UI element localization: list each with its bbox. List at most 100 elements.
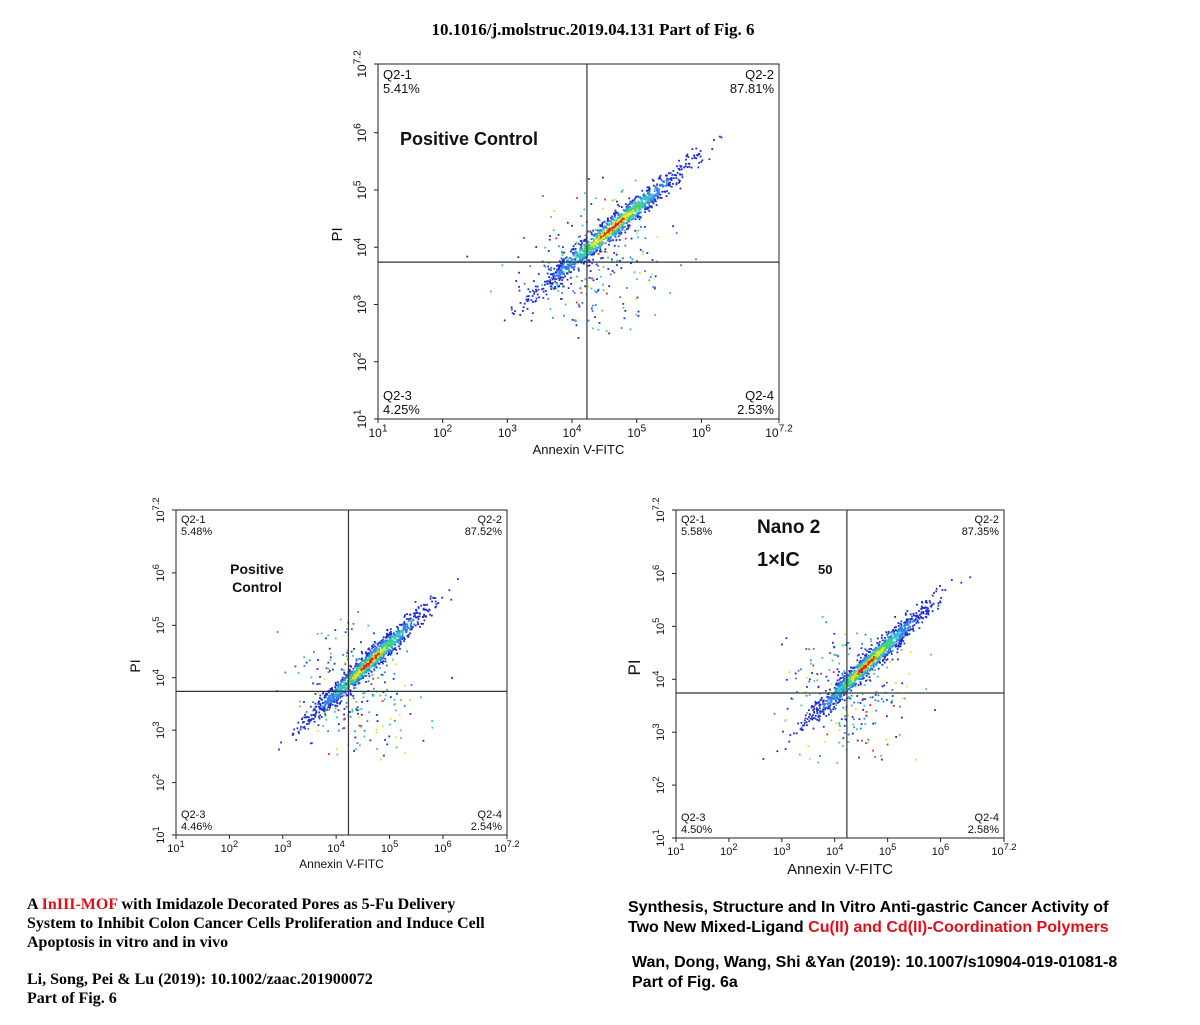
scatter-point xyxy=(628,197,631,200)
scatter-point xyxy=(856,659,859,662)
scatter-point xyxy=(580,248,583,251)
scatter-point xyxy=(665,174,667,177)
scatter-point xyxy=(360,650,363,653)
scatter-point xyxy=(358,724,361,727)
scatter-point xyxy=(881,639,884,642)
scatter-point xyxy=(605,227,608,230)
scatter-point xyxy=(935,587,938,590)
scatter-point xyxy=(590,238,593,240)
scatter-point xyxy=(361,665,364,668)
scatter-point xyxy=(322,711,325,714)
scatter-point xyxy=(863,684,866,687)
scatter-point xyxy=(596,243,599,245)
scatter-point xyxy=(587,241,589,244)
quadrant-q3-percent: 4.25% xyxy=(383,402,420,417)
scatter-point xyxy=(356,709,358,712)
scatter-point xyxy=(367,669,369,671)
scatter-point xyxy=(403,625,406,628)
scatter-point xyxy=(337,685,340,688)
scatter-point xyxy=(841,698,844,701)
scatter-point xyxy=(950,579,953,581)
scatter-point xyxy=(393,703,396,706)
scatter-point xyxy=(560,264,563,266)
scatter-point xyxy=(597,252,600,255)
scatter-point xyxy=(622,221,625,224)
scatter-point xyxy=(876,660,879,663)
scatter-point xyxy=(556,284,559,287)
scatter-point xyxy=(890,634,893,637)
scatter-point xyxy=(327,730,329,733)
scatter-point xyxy=(911,625,914,628)
scatter-point xyxy=(634,215,637,217)
scatter-point xyxy=(397,632,399,634)
scatter-point xyxy=(850,694,853,697)
scatter-point xyxy=(720,136,723,139)
scatter-point xyxy=(395,663,397,666)
scatter-point xyxy=(400,737,402,740)
scatter-point xyxy=(806,723,809,725)
scatter-point xyxy=(414,614,416,617)
scatter-point xyxy=(303,701,305,703)
scatter-point xyxy=(888,647,890,650)
scatter-point xyxy=(334,637,337,640)
quadrant-q4-percent: 2.54% xyxy=(471,821,502,833)
scatter-point xyxy=(377,659,379,662)
scatter-point xyxy=(895,736,897,738)
scatter-point xyxy=(527,288,530,291)
scatter-point xyxy=(607,238,610,241)
scatter-point xyxy=(890,643,893,645)
scatter-point xyxy=(830,719,833,722)
scatter-point xyxy=(862,677,865,679)
scatter-point xyxy=(547,265,549,268)
scatter-point xyxy=(693,154,696,157)
scatter-point xyxy=(675,177,678,179)
scatter-point xyxy=(299,728,302,731)
scatter-point xyxy=(629,213,631,216)
scatter-point xyxy=(899,633,901,636)
scatter-point xyxy=(874,649,877,652)
scatter-point xyxy=(652,199,655,202)
scatter-point xyxy=(829,705,831,707)
scatter-point xyxy=(368,711,370,714)
scatter-point xyxy=(315,712,317,714)
scatter-point xyxy=(396,652,398,655)
scatter-point xyxy=(699,150,702,152)
scatter-point xyxy=(510,308,513,311)
scatter-point xyxy=(599,224,602,226)
scatter-point xyxy=(596,235,598,237)
scatter-point xyxy=(908,629,911,632)
right-caption-citation: Wan, Dong, Wang, Shi &Yan (2019): 10.100… xyxy=(632,953,1197,993)
scatter-point xyxy=(388,651,390,654)
scatter-point xyxy=(904,622,907,625)
scatter-point xyxy=(678,168,681,171)
scatter-point xyxy=(856,739,859,742)
plot-frame xyxy=(175,509,508,836)
scatter-point xyxy=(355,669,358,671)
scatter-point xyxy=(574,262,577,265)
right-caption-title-highlight: Cu(II) and Cd(II)-Coordination Polymers xyxy=(808,919,1109,936)
scatter-point xyxy=(636,260,638,263)
scatter-point xyxy=(583,253,586,256)
scatter-point xyxy=(545,290,547,292)
scatter-point xyxy=(922,607,925,609)
scatter-point xyxy=(451,677,453,679)
scatter-point xyxy=(350,693,353,696)
scatter-point xyxy=(900,620,903,623)
scatter-point xyxy=(883,661,886,664)
scatter-point xyxy=(350,681,352,684)
scatter-point xyxy=(557,290,560,292)
quadrant-q2-label: Q2-2 xyxy=(478,514,502,526)
scatter-point xyxy=(585,241,588,244)
scatter-point xyxy=(643,226,646,228)
scatter-point xyxy=(291,734,294,736)
scatter-point xyxy=(309,719,311,721)
scatter-point xyxy=(366,658,368,661)
scatter-point xyxy=(515,280,518,282)
scatter-point xyxy=(514,310,516,313)
scatter-point xyxy=(857,684,860,686)
scatter-point xyxy=(366,720,369,722)
scatter-point xyxy=(622,223,625,225)
scatter-point xyxy=(665,179,668,182)
scatter-point xyxy=(595,248,598,251)
scatter-point xyxy=(829,688,831,691)
